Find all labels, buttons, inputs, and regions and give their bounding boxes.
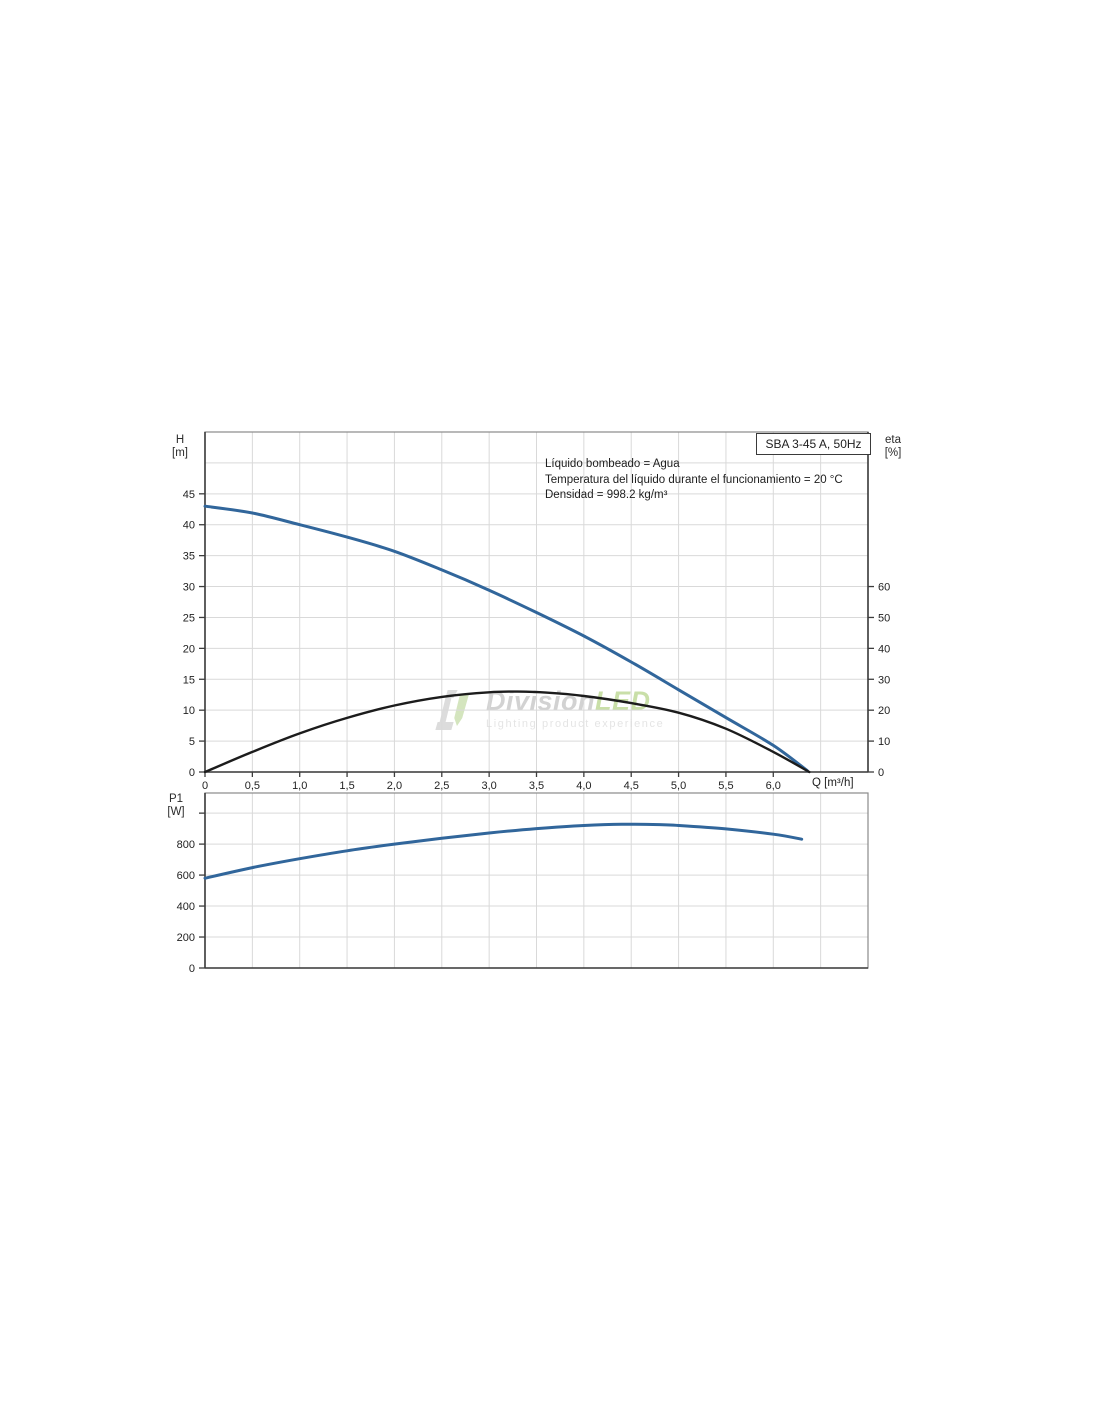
x-axis-tick-label: 6,0 <box>766 780 781 792</box>
h-axis-title-symbol: H <box>175 434 185 446</box>
right-axis-tick-label: 30 <box>878 674 890 686</box>
left-axis-tick-label: 10 <box>183 705 195 717</box>
x-axis-tick-label: 0,5 <box>245 780 260 792</box>
watermark-subtitle: Lighting product experience <box>486 718 665 730</box>
eta-axis-title: eta [%] <box>876 434 910 460</box>
right-axis-tick-label: 60 <box>878 582 890 594</box>
x-axis-tick-label: 2,0 <box>387 780 402 792</box>
left-axis-tick-label: 5 <box>189 736 195 748</box>
left-axis-tick-label: 20 <box>183 643 195 655</box>
x-axis-tick-label: 2,5 <box>434 780 449 792</box>
left-axis-tick-label: 35 <box>183 551 195 563</box>
x-axis-tick-label: 4,0 <box>576 780 591 792</box>
left-axis-tick-label: 40 <box>183 520 195 532</box>
x-axis-tick-label: 3,5 <box>529 780 544 792</box>
left-axis-tick-label: 600 <box>177 870 195 882</box>
left-axis-tick-label: 25 <box>183 612 195 624</box>
right-axis-tick-label: 50 <box>878 612 890 624</box>
x-axis-tick-label: 5,0 <box>671 780 686 792</box>
p1-axis-title-symbol: P1 <box>168 793 184 805</box>
h-axis-title-unit: [m] <box>172 447 188 459</box>
left-axis-tick-label: 400 <box>177 901 195 913</box>
left-axis-tick-label: 200 <box>177 932 195 944</box>
eta-axis-title-symbol: eta <box>885 434 901 446</box>
left-axis-tick-label: 15 <box>183 674 195 686</box>
q-axis-title: Q [m³/h] <box>812 777 854 789</box>
p1-axis-title-unit: [W] <box>167 806 185 818</box>
head-curve-H <box>203 504 809 773</box>
right-axis-tick-label: 40 <box>878 643 890 655</box>
left-axis-tick-label: 45 <box>183 489 195 501</box>
right-axis-tick-label: 10 <box>878 736 890 748</box>
x-axis-tick-label: 5,5 <box>718 780 733 792</box>
annotation-temperature: Temperatura del líquido durante el funci… <box>545 473 843 486</box>
left-axis-tick-label: 800 <box>177 839 195 851</box>
x-axis-tick-label: 4,5 <box>624 780 639 792</box>
left-axis-tick-label: 30 <box>183 582 195 594</box>
power-curve-P1 <box>203 822 804 880</box>
pump-model-title-box: SBA 3-45 A, 50Hz <box>756 433 871 455</box>
x-axis-tick-label: 1,5 <box>339 780 354 792</box>
eta-axis-title-unit: [%] <box>884 447 902 459</box>
p1-axis-title: P1 [W] <box>158 793 194 819</box>
left-axis-tick-label: 0 <box>189 767 195 779</box>
h-axis-title: H [m] <box>163 434 197 460</box>
right-axis-tick-label: 20 <box>878 705 890 717</box>
annotation-liquid: Líquido bombeado = Agua <box>545 458 680 470</box>
x-axis-tick-label: 3,0 <box>481 780 496 792</box>
x-axis-tick-label: 1,0 <box>292 780 307 792</box>
x-axis-tick-label: 0 <box>202 780 208 792</box>
left-axis-tick-label: 0 <box>189 963 195 975</box>
efficiency-curve-eta <box>203 690 811 774</box>
annotation-block: Líquido bombeado = Agua Temperatura del … <box>545 457 843 504</box>
right-axis-tick-label: 0 <box>878 767 884 779</box>
annotation-density: Densidad = 998.2 kg/m³ <box>545 489 668 501</box>
